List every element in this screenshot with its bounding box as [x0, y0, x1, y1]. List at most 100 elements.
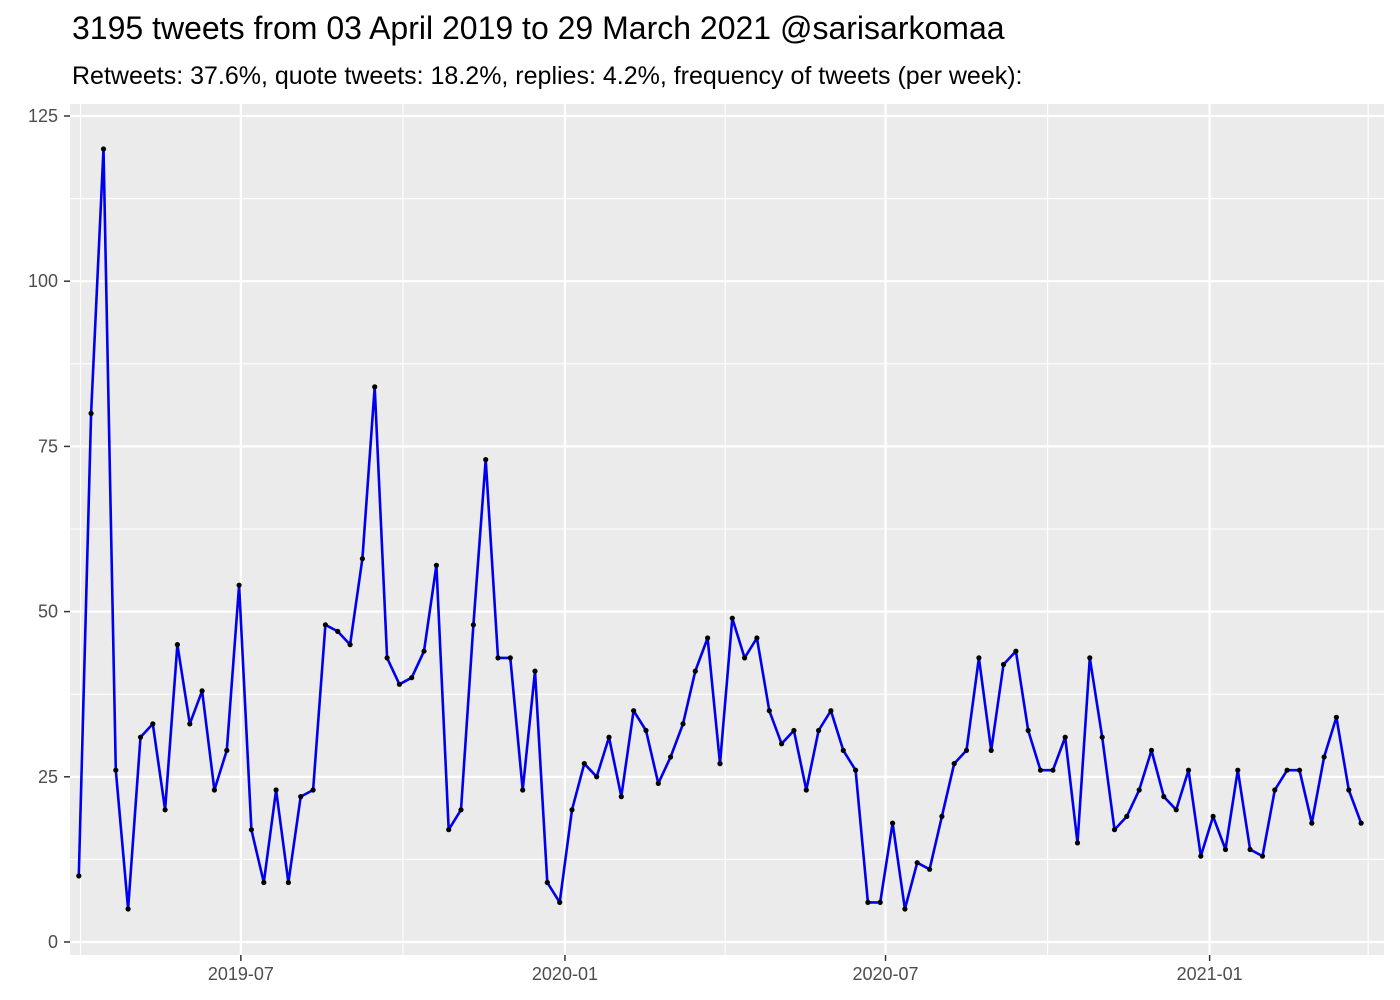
major-gridlines — [70, 104, 1384, 955]
data-point — [298, 794, 304, 800]
data-point — [1148, 747, 1155, 754]
data-point — [1247, 846, 1253, 853]
data-point — [409, 675, 415, 681]
data-point — [766, 708, 772, 714]
data-point — [113, 767, 119, 773]
data-point — [1050, 767, 1056, 773]
y-tick-label: 25 — [38, 767, 58, 787]
data-point — [322, 622, 328, 628]
data-point — [1272, 787, 1278, 793]
data-point — [446, 827, 452, 833]
data-point — [877, 899, 883, 906]
data-point — [754, 635, 760, 641]
data-point — [125, 906, 131, 912]
y-tick-label: 0 — [48, 932, 58, 952]
data-point — [347, 642, 353, 648]
data-point — [902, 906, 908, 912]
data-point — [458, 807, 464, 813]
y-tick-label: 100 — [28, 271, 58, 291]
data-point — [1296, 767, 1303, 773]
data-point — [692, 668, 698, 674]
data-point — [1198, 853, 1204, 859]
data-point — [273, 787, 279, 793]
data-point — [717, 761, 723, 767]
data-point — [1346, 787, 1352, 793]
data-point — [470, 622, 476, 628]
data-point — [1333, 714, 1339, 720]
data-point — [372, 384, 378, 390]
data-point — [174, 642, 180, 648]
data-point — [495, 655, 501, 661]
data-point — [396, 681, 402, 687]
data-point — [150, 721, 156, 727]
y-tick-label: 50 — [38, 602, 58, 622]
data-point — [705, 635, 711, 641]
data-point — [951, 761, 957, 767]
data-point — [421, 648, 427, 654]
data-point — [1013, 648, 1019, 654]
data-point — [137, 734, 144, 740]
data-point — [211, 787, 217, 793]
data-point — [988, 747, 994, 754]
data-point — [779, 741, 785, 747]
data-point — [1259, 853, 1266, 859]
data-point — [1000, 661, 1007, 668]
x-tick-label: 2021-01 — [1177, 964, 1243, 984]
data-point — [791, 727, 797, 734]
data-point — [236, 582, 242, 588]
data-point — [729, 615, 735, 621]
data-point — [199, 688, 205, 694]
data-point — [1099, 734, 1105, 740]
data-point — [1173, 807, 1179, 813]
data-point — [890, 820, 896, 826]
data-point — [1210, 813, 1216, 820]
x-axis-tick-labels: 2019-07 2020-01 2020-07 2021-01 — [208, 964, 1243, 984]
x-tick-label: 2019-07 — [208, 964, 274, 984]
data-point — [1025, 727, 1031, 734]
data-point — [384, 655, 390, 661]
data-point — [963, 747, 970, 754]
data-point — [1222, 846, 1229, 853]
data-point — [433, 562, 439, 568]
data-point — [927, 866, 933, 872]
x-tick-label: 2020-01 — [532, 964, 598, 984]
data-point — [742, 655, 748, 661]
data-point — [507, 655, 513, 661]
data-point — [853, 767, 859, 773]
data-point — [1185, 767, 1192, 773]
y-axis-tick-labels: 0 25 50 75 100 125 — [28, 106, 58, 952]
data-point — [668, 754, 674, 760]
axis-ticks — [64, 115, 1211, 961]
data-point — [1037, 767, 1044, 773]
y-tick-label: 125 — [28, 106, 58, 126]
data-point — [532, 668, 538, 674]
data-point — [1062, 734, 1068, 740]
data-point — [1136, 787, 1142, 793]
data-point — [557, 899, 563, 906]
data-point — [914, 860, 920, 866]
data-point — [1087, 655, 1093, 661]
data-point — [100, 146, 107, 152]
data-point — [76, 873, 82, 879]
data-point — [88, 410, 94, 416]
data-point — [840, 747, 846, 754]
data-point — [359, 556, 365, 562]
data-point — [1284, 767, 1290, 773]
x-tick-label: 2020-07 — [852, 964, 918, 984]
data-point — [618, 794, 624, 800]
data-point — [248, 827, 254, 833]
data-point — [224, 747, 230, 754]
data-point — [606, 734, 612, 740]
data-point — [976, 655, 982, 661]
data-point — [655, 780, 661, 787]
data-point — [816, 727, 822, 734]
data-point — [544, 879, 550, 886]
data-point — [520, 787, 526, 793]
chart-title: 3195 tweets from 03 April 2019 to 29 Mar… — [72, 10, 1005, 46]
y-tick-label: 75 — [38, 436, 58, 456]
data-point — [643, 727, 649, 734]
data-point — [1235, 767, 1241, 773]
data-points — [76, 146, 1364, 912]
data-point — [335, 628, 341, 635]
data-point — [680, 721, 686, 727]
